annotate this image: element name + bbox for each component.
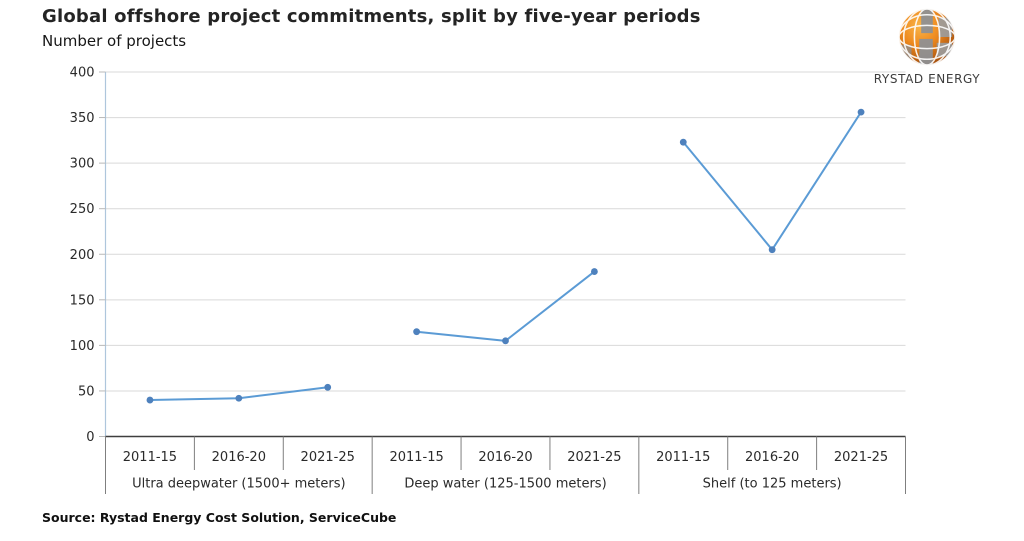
period-label: 2016-20 [745, 450, 799, 465]
data-point-marker [235, 394, 243, 402]
data-point-marker [590, 268, 598, 275]
group-label: Deep water (125-1500 meters) [404, 477, 606, 492]
y-tick-label: 400 [70, 66, 95, 81]
period-label: 2011-15 [656, 450, 710, 465]
data-point-marker [146, 396, 154, 404]
y-tick-label: 100 [70, 339, 95, 354]
data-point-marker [324, 383, 332, 391]
y-tick-label: 0 [86, 430, 94, 445]
period-label: 2016-20 [478, 450, 532, 465]
y-tick-label: 200 [70, 248, 95, 263]
data-point-marker [679, 138, 687, 146]
globe-icon [898, 8, 956, 66]
period-label: 2021-25 [567, 450, 621, 465]
source-note: Source: Rystad Energy Cost Solution, Ser… [42, 510, 397, 525]
chart-subtitle: Number of projects [42, 32, 187, 50]
group-label: Ultra deepwater (1500+ meters) [132, 477, 345, 492]
chart-title: Global offshore project commitments, spl… [42, 6, 701, 27]
data-point-marker [768, 246, 776, 254]
y-tick-label: 150 [70, 293, 95, 308]
series-line [682, 111, 863, 251]
brand-name: RYSTAD ENERGY [873, 72, 981, 86]
y-tick-label: 350 [70, 111, 95, 126]
y-tick-label: 50 [78, 384, 95, 399]
data-point-marker [502, 337, 509, 345]
series-line [415, 270, 596, 342]
period-label: 2021-25 [834, 450, 888, 465]
brand-logo: RYSTAD ENERGY [862, 6, 992, 86]
period-label: 2011-15 [123, 450, 177, 465]
data-point-marker [413, 328, 421, 336]
y-tick-label: 300 [70, 157, 95, 172]
period-label: 2021-25 [301, 450, 355, 465]
y-tick-label: 250 [70, 202, 95, 217]
data-point-marker [857, 108, 865, 116]
period-label: 2011-15 [389, 450, 443, 465]
period-label: 2016-20 [212, 450, 266, 465]
group-label: Shelf (to 125 meters) [703, 477, 842, 492]
